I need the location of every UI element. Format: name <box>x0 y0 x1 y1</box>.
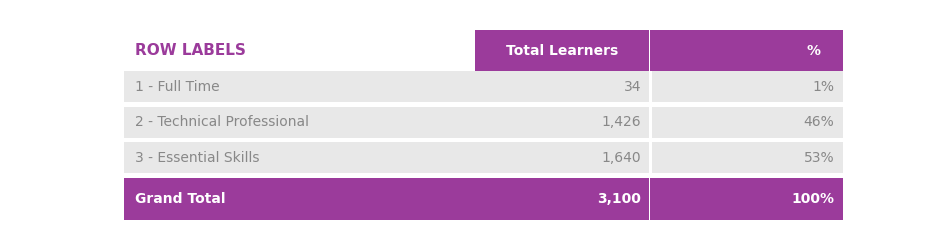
Bar <box>649 143 652 173</box>
Bar <box>124 107 843 138</box>
Bar <box>124 143 843 173</box>
Bar <box>124 71 843 102</box>
Bar <box>124 138 843 143</box>
Bar <box>474 178 650 220</box>
Bar <box>124 173 843 178</box>
Bar <box>650 178 843 220</box>
Text: 1 - Full Time: 1 - Full Time <box>135 80 220 94</box>
Bar <box>649 30 652 71</box>
Text: Total Learners: Total Learners <box>506 43 619 58</box>
Text: 53%: 53% <box>803 151 835 165</box>
Text: 100%: 100% <box>791 192 835 206</box>
Bar <box>649 178 652 220</box>
Bar <box>474 30 650 71</box>
Text: 34: 34 <box>624 80 641 94</box>
Bar <box>124 102 843 107</box>
Bar <box>650 30 843 71</box>
Bar <box>649 107 652 138</box>
Text: 3,100: 3,100 <box>598 192 641 206</box>
Text: 3 - Essential Skills: 3 - Essential Skills <box>135 151 259 165</box>
Text: 46%: 46% <box>803 115 835 129</box>
Text: 2 - Technical Professional: 2 - Technical Professional <box>135 115 308 129</box>
Text: 1,426: 1,426 <box>602 115 641 129</box>
Text: %: % <box>807 43 821 58</box>
Bar <box>124 178 474 220</box>
Bar <box>649 71 652 102</box>
Bar <box>124 30 474 71</box>
Text: 1%: 1% <box>812 80 835 94</box>
Text: Grand Total: Grand Total <box>135 192 225 206</box>
Text: ROW LABELS: ROW LABELS <box>135 43 245 58</box>
Text: 1,640: 1,640 <box>602 151 641 165</box>
